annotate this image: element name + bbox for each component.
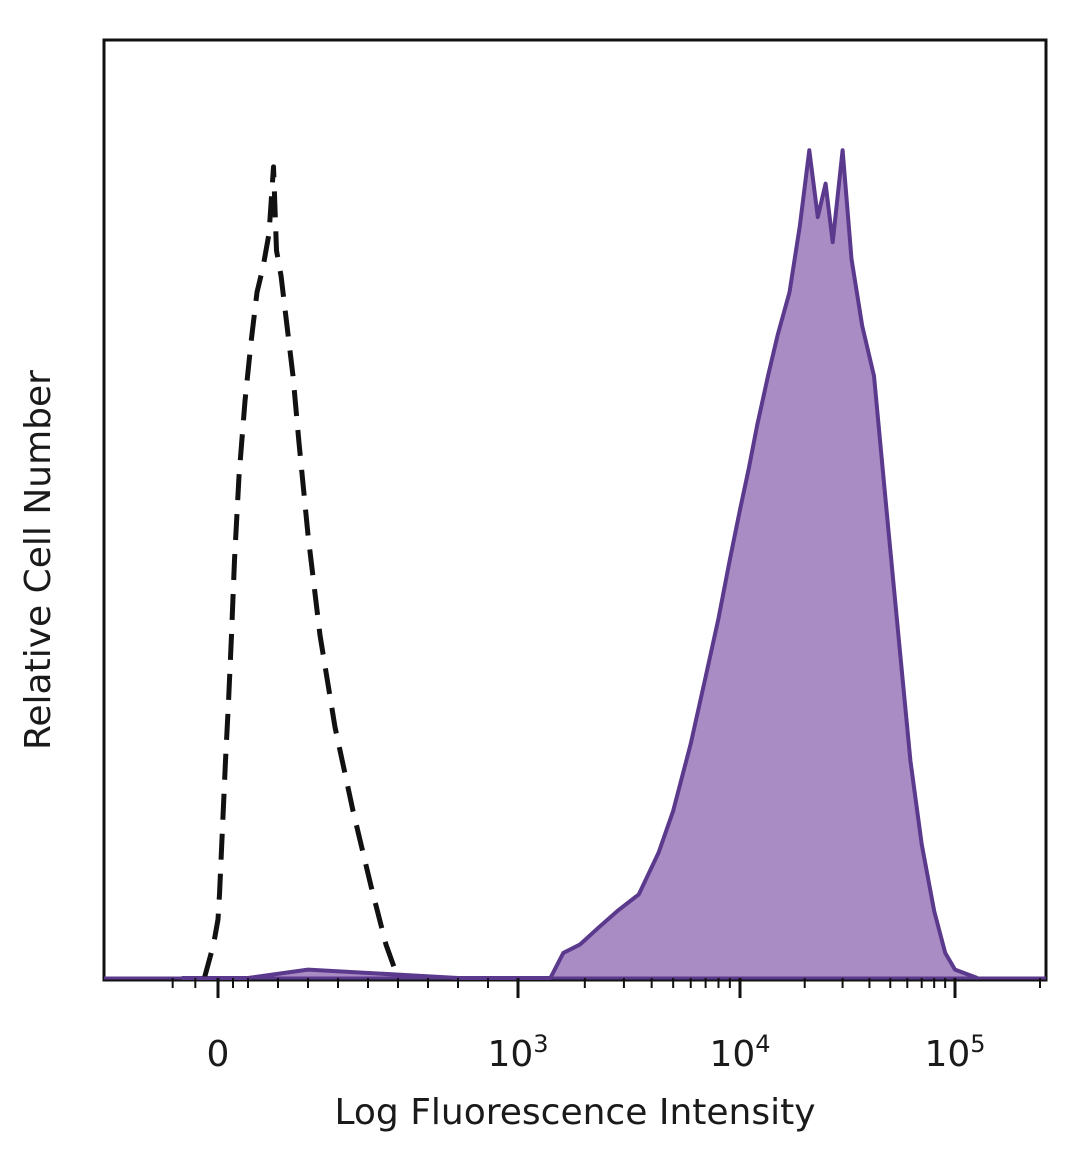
- y-axis-title: Relative Cell Number: [18, 370, 59, 750]
- x-tick-label-base: 10: [709, 1034, 755, 1075]
- plot-frame: [102, 38, 1048, 982]
- x-tick-label-base: 10: [487, 1034, 533, 1075]
- x-tick-label-1: 103: [487, 1030, 548, 1075]
- x-tick-label-base: 0: [207, 1034, 230, 1075]
- series-layer: [104, 148, 1046, 980]
- x-tick-label-base: 10: [924, 1034, 970, 1075]
- x-axis-ticks: [171, 978, 1041, 998]
- x-tick-label-3: 105: [924, 1030, 985, 1075]
- series-0-line: [201, 164, 401, 979]
- x-axis-tick-labels: 0 103 104 105: [207, 1030, 986, 1075]
- series-1-line: [181, 148, 979, 980]
- x-tick-label-2: 104: [709, 1030, 770, 1075]
- x-tick-label-exponent: 4: [755, 1030, 770, 1058]
- series-1-fill: [181, 150, 978, 978]
- x-tick-label-0: 0: [207, 1034, 230, 1075]
- x-tick-label-exponent: 5: [970, 1030, 985, 1058]
- x-tick-label-exponent: 3: [533, 1030, 548, 1058]
- x-axis-title: Log Fluorescence Intensity: [334, 1092, 815, 1133]
